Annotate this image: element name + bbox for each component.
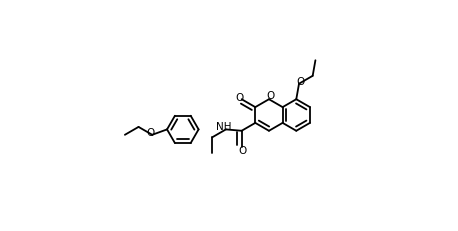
Text: O: O (238, 145, 246, 155)
Text: O: O (266, 91, 274, 101)
Text: O: O (296, 77, 304, 87)
Text: NH: NH (216, 122, 232, 131)
Text: O: O (147, 128, 155, 137)
Text: O: O (235, 92, 244, 103)
